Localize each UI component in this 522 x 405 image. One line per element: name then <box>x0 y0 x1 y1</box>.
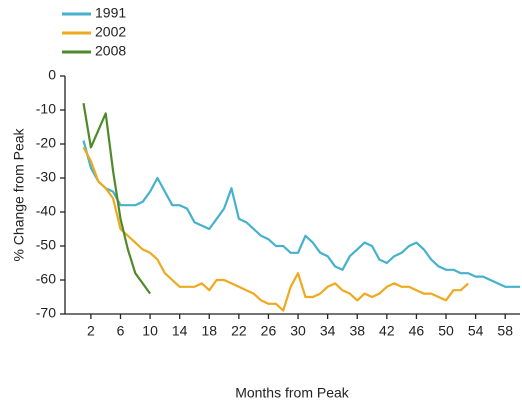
x-tick-label: 34 <box>320 323 336 339</box>
y-tick-label: -60 <box>36 271 56 287</box>
x-tick-label: 38 <box>349 323 365 339</box>
x-tick-label: 50 <box>438 323 454 339</box>
x-tick-label: 22 <box>231 323 247 339</box>
x-tick-label: 54 <box>468 323 484 339</box>
x-tick-label: 6 <box>117 323 125 339</box>
x-tick-label: 42 <box>379 323 395 339</box>
series-line <box>82 103 151 295</box>
series-line <box>82 146 469 312</box>
x-tick-label: 58 <box>497 323 513 339</box>
y-tick-label: -40 <box>36 203 56 219</box>
y-tick-label: 0 <box>48 67 56 83</box>
x-tick-label: 30 <box>290 323 306 339</box>
x-tick-label: 2 <box>87 323 95 339</box>
y-tick-label: -10 <box>36 101 56 117</box>
y-tick-label: -30 <box>36 169 56 185</box>
legend-label: 2002 <box>95 24 126 40</box>
x-tick-label: 14 <box>172 323 188 339</box>
series-line <box>82 140 520 288</box>
legend-label: 2008 <box>95 43 126 59</box>
x-tick-label: 46 <box>409 323 425 339</box>
y-tick-label: -50 <box>36 237 56 253</box>
x-tick-label: 26 <box>261 323 277 339</box>
y-tick-label: -70 <box>36 305 56 321</box>
y-tick-label: -20 <box>36 135 56 151</box>
x-tick-label: 18 <box>201 323 217 339</box>
x-axis-label: Months from Peak <box>235 385 350 401</box>
legend-label: 1991 <box>95 5 126 21</box>
x-tick-label: 10 <box>142 323 158 339</box>
y-axis-label: % Change from Peak <box>11 127 27 261</box>
